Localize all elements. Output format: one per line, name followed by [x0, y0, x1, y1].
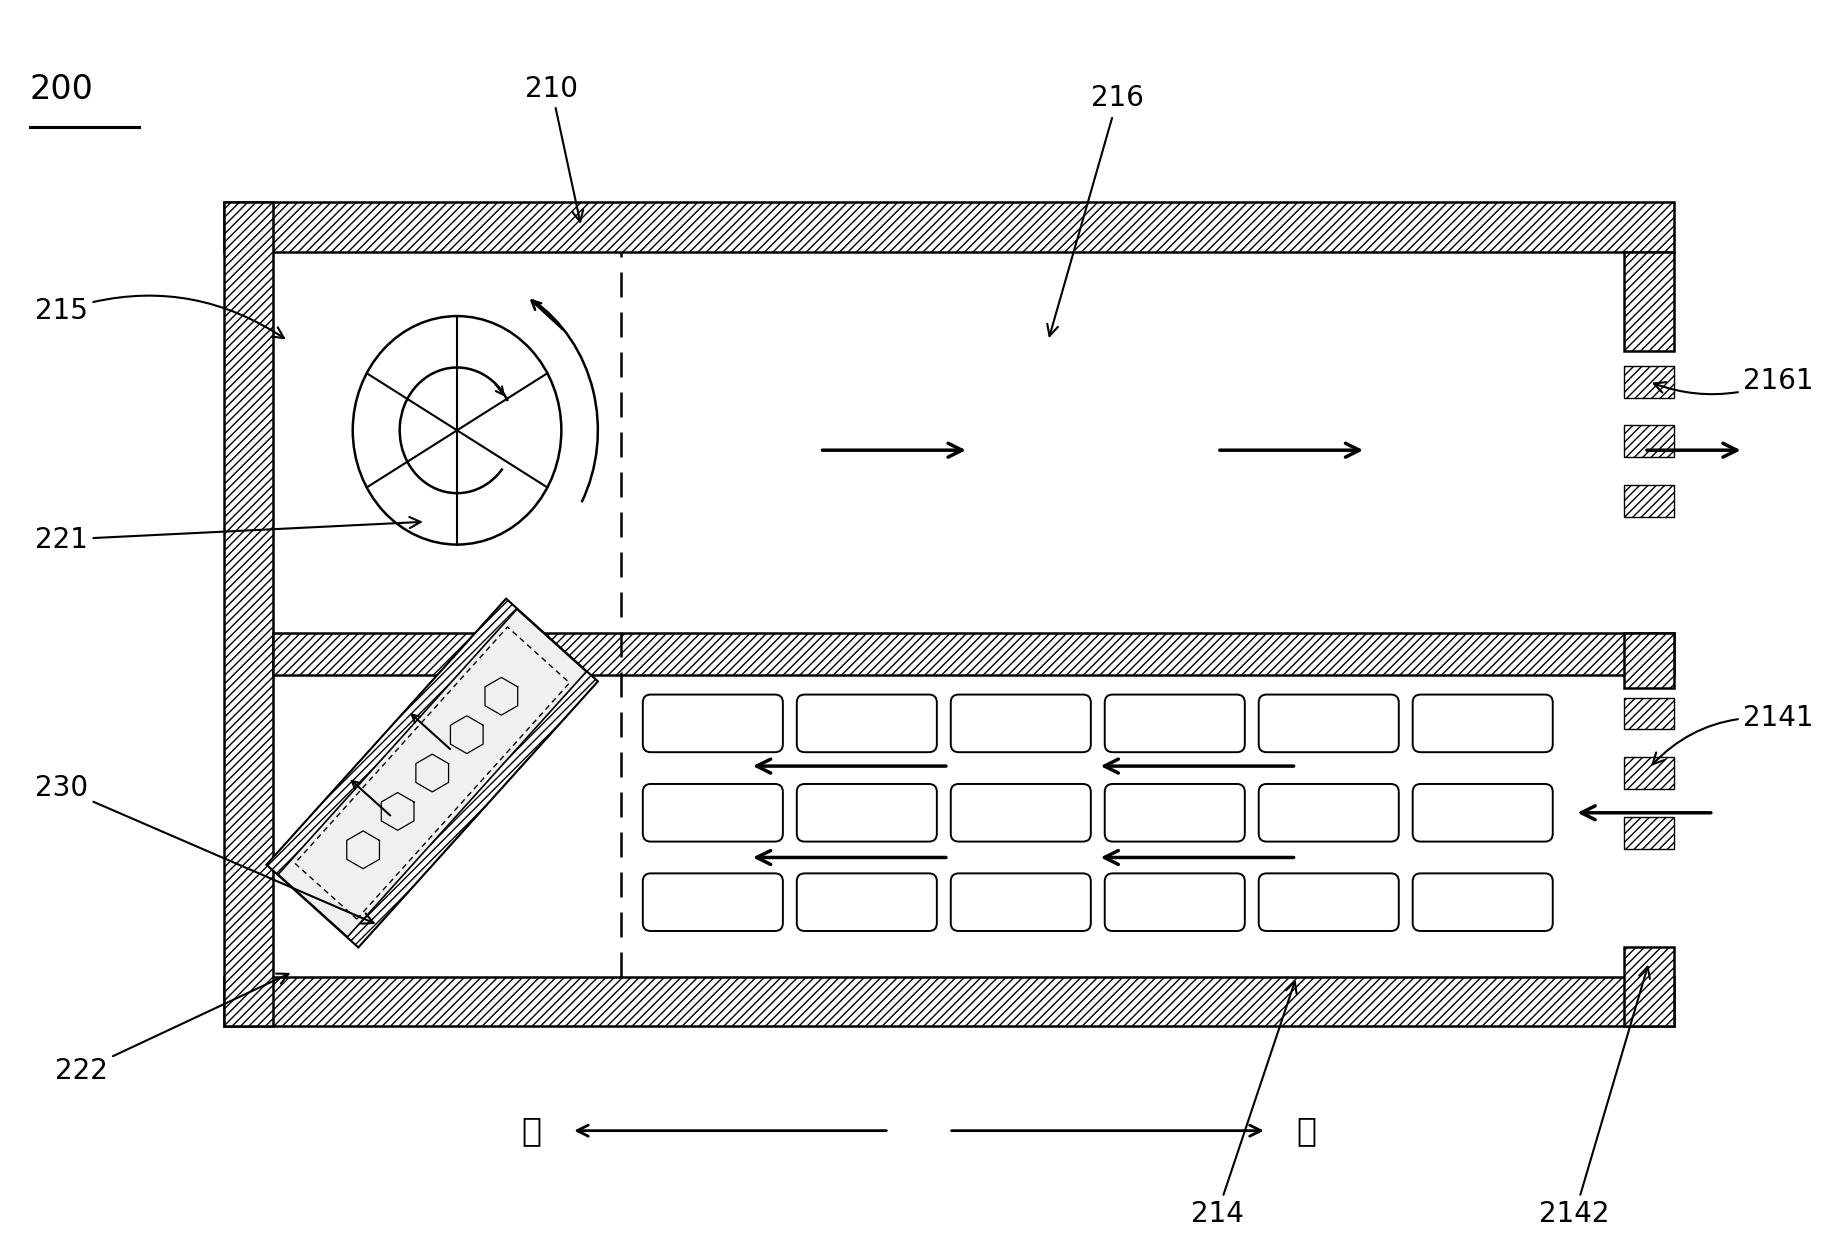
- Text: 222: 222: [55, 973, 288, 1085]
- FancyBboxPatch shape: [1412, 695, 1552, 752]
- FancyBboxPatch shape: [951, 695, 1090, 752]
- FancyBboxPatch shape: [951, 784, 1090, 841]
- Text: 200: 200: [29, 73, 93, 106]
- Text: 2161: 2161: [1652, 366, 1814, 394]
- FancyBboxPatch shape: [797, 874, 936, 930]
- FancyBboxPatch shape: [643, 874, 782, 930]
- Bar: [1623, 697, 1673, 729]
- Polygon shape: [346, 671, 597, 947]
- Text: 214: 214: [1191, 982, 1295, 1229]
- FancyBboxPatch shape: [1105, 695, 1244, 752]
- Bar: [1623, 485, 1673, 516]
- Bar: [1623, 366, 1673, 398]
- FancyBboxPatch shape: [797, 695, 936, 752]
- FancyBboxPatch shape: [1412, 874, 1552, 930]
- Polygon shape: [267, 599, 597, 947]
- Bar: [224, 977, 1673, 1026]
- Bar: [224, 201, 1673, 252]
- FancyBboxPatch shape: [1105, 874, 1244, 930]
- FancyBboxPatch shape: [951, 874, 1090, 930]
- FancyBboxPatch shape: [797, 784, 936, 841]
- Bar: [1623, 817, 1673, 849]
- Text: 后: 后: [520, 1114, 540, 1147]
- Text: 210: 210: [524, 74, 583, 222]
- Bar: [273, 633, 1673, 675]
- FancyBboxPatch shape: [1412, 784, 1552, 841]
- FancyBboxPatch shape: [1259, 784, 1398, 841]
- FancyBboxPatch shape: [1259, 874, 1398, 930]
- FancyBboxPatch shape: [1105, 784, 1244, 841]
- FancyBboxPatch shape: [643, 695, 782, 752]
- Polygon shape: [267, 599, 517, 875]
- FancyBboxPatch shape: [643, 784, 782, 841]
- Text: 230: 230: [35, 774, 374, 924]
- Text: 221: 221: [35, 517, 420, 554]
- Bar: [1623, 426, 1673, 457]
- Bar: [224, 201, 273, 1026]
- Bar: [1623, 757, 1673, 789]
- Text: 前: 前: [1295, 1114, 1315, 1147]
- Text: 216: 216: [1046, 84, 1143, 336]
- Bar: [1623, 633, 1673, 687]
- Ellipse shape: [352, 316, 561, 545]
- FancyBboxPatch shape: [1259, 695, 1398, 752]
- Text: 2142: 2142: [1539, 967, 1649, 1229]
- Bar: [1623, 947, 1673, 1026]
- Text: 2141: 2141: [1652, 704, 1814, 764]
- Text: 215: 215: [35, 296, 284, 339]
- Bar: [1623, 252, 1673, 351]
